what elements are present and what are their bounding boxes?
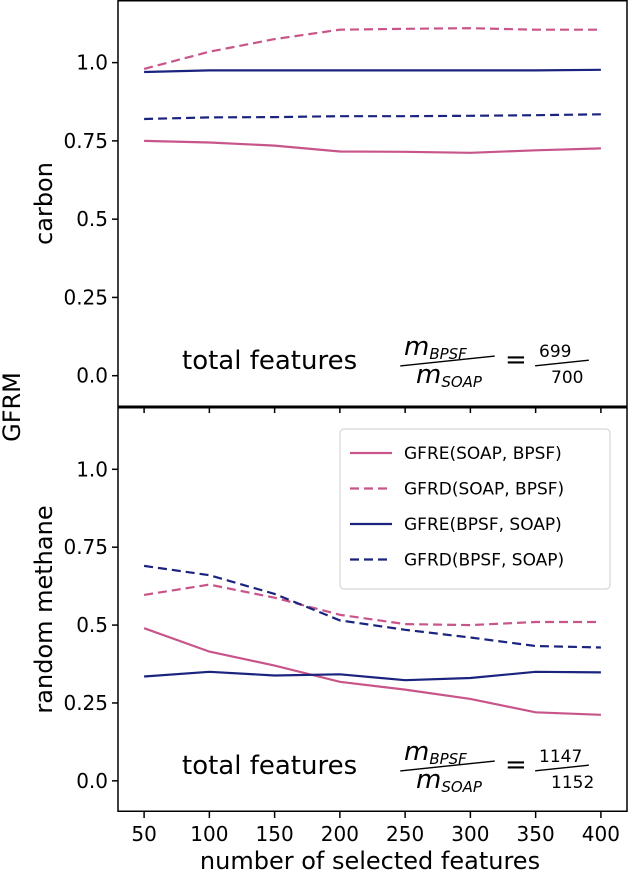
legend-label: GFRD(SOAP, BPSF) — [404, 480, 564, 500]
series-line-gfrd-soap-bpsf — [143, 583, 601, 627]
y-tick-label: 1.0 — [76, 51, 108, 75]
fraction-numerator: mBPSF — [404, 737, 467, 768]
annotation-text: total features — [182, 346, 357, 376]
y-tick-label: 0.0 — [76, 769, 108, 793]
count-fraction-bar — [535, 359, 589, 367]
shared-y-axis-label: GFRM — [0, 372, 26, 442]
equals-sign: = — [505, 345, 527, 375]
x-axis-label: number of selected features — [200, 847, 540, 875]
y-tick-label: 0.5 — [76, 613, 108, 637]
y-tick-label: 1.0 — [76, 457, 108, 481]
series-line-gfrd-soap-bpsf — [143, 27, 601, 70]
panel-carbon: carbon 0.0 0.25 0.5 0.75 1.0 total features mBP… — [30, 0, 628, 413]
x-tick-label: 250 — [386, 822, 424, 846]
y-tick-label: 0.25 — [63, 691, 108, 715]
legend: GFRE(SOAP, BPSF) GFRD(SOAP, BPSF) GFRE(BPS… — [339, 428, 611, 590]
y-tick-label: 0.75 — [63, 535, 108, 559]
y-axis-label-carbon: carbon — [30, 162, 58, 245]
legend-label: GFRE(BPSF, SOAP) — [404, 515, 562, 535]
series-line-gfrd-bpsf-soap — [143, 564, 601, 649]
x-tick-label: 200 — [321, 822, 359, 846]
series-line-gfre-bpsf-soap — [144, 68, 601, 74]
y-tick-label: 0.25 — [63, 285, 108, 309]
fraction-denominator: mSOAP — [416, 765, 483, 796]
panel-methane: random methane 0.0 0.25 0.5 0.75 1.0 50 100 150 2… — [30, 407, 628, 846]
fraction-bar — [400, 760, 495, 772]
fraction-bar — [400, 355, 495, 367]
series-line-gfre-soap-bpsf — [144, 139, 601, 154]
legend-label: GFRE(SOAP, BPSF) — [404, 444, 562, 464]
legend-label: GFRD(BPSF, SOAP) — [404, 551, 564, 571]
x-tick-label: 50 — [131, 822, 156, 846]
feature-count-numerator: 1147 — [539, 747, 582, 767]
y-axis-label-methane: random methane — [30, 505, 58, 713]
series-line-gfre-soap-bpsf — [143, 627, 601, 716]
y-tick-label: 0.75 — [63, 129, 108, 153]
y-tick-label: 0.5 — [76, 207, 108, 231]
feature-count-numerator: 699 — [539, 342, 571, 362]
x-tick-label: 150 — [256, 822, 294, 846]
fraction-denominator: mSOAP — [416, 360, 483, 391]
equals-sign: = — [505, 750, 527, 780]
annotation-text: total features — [182, 751, 357, 781]
x-tick-label: 350 — [517, 822, 555, 846]
legend-box — [339, 428, 611, 590]
axes-frame — [117, 0, 628, 407]
axes-frame — [117, 407, 628, 812]
count-fraction-bar — [535, 764, 589, 772]
y-tick-label: 0.0 — [76, 364, 108, 388]
series-line-gfrd-bpsf-soap — [144, 113, 601, 121]
x-tick-label: 400 — [582, 822, 620, 846]
fraction-numerator: mBPSF — [404, 332, 467, 363]
feature-count-denominator: 1152 — [551, 773, 594, 793]
panels: carbon 0.0 0.25 0.5 0.75 1.0 total features mBP… — [30, 0, 628, 846]
x-tick-label: 100 — [190, 822, 228, 846]
x-tick-label: 300 — [451, 822, 489, 846]
series-line-gfre-bpsf-soap — [144, 670, 601, 682]
feature-count-denominator: 700 — [551, 368, 583, 388]
